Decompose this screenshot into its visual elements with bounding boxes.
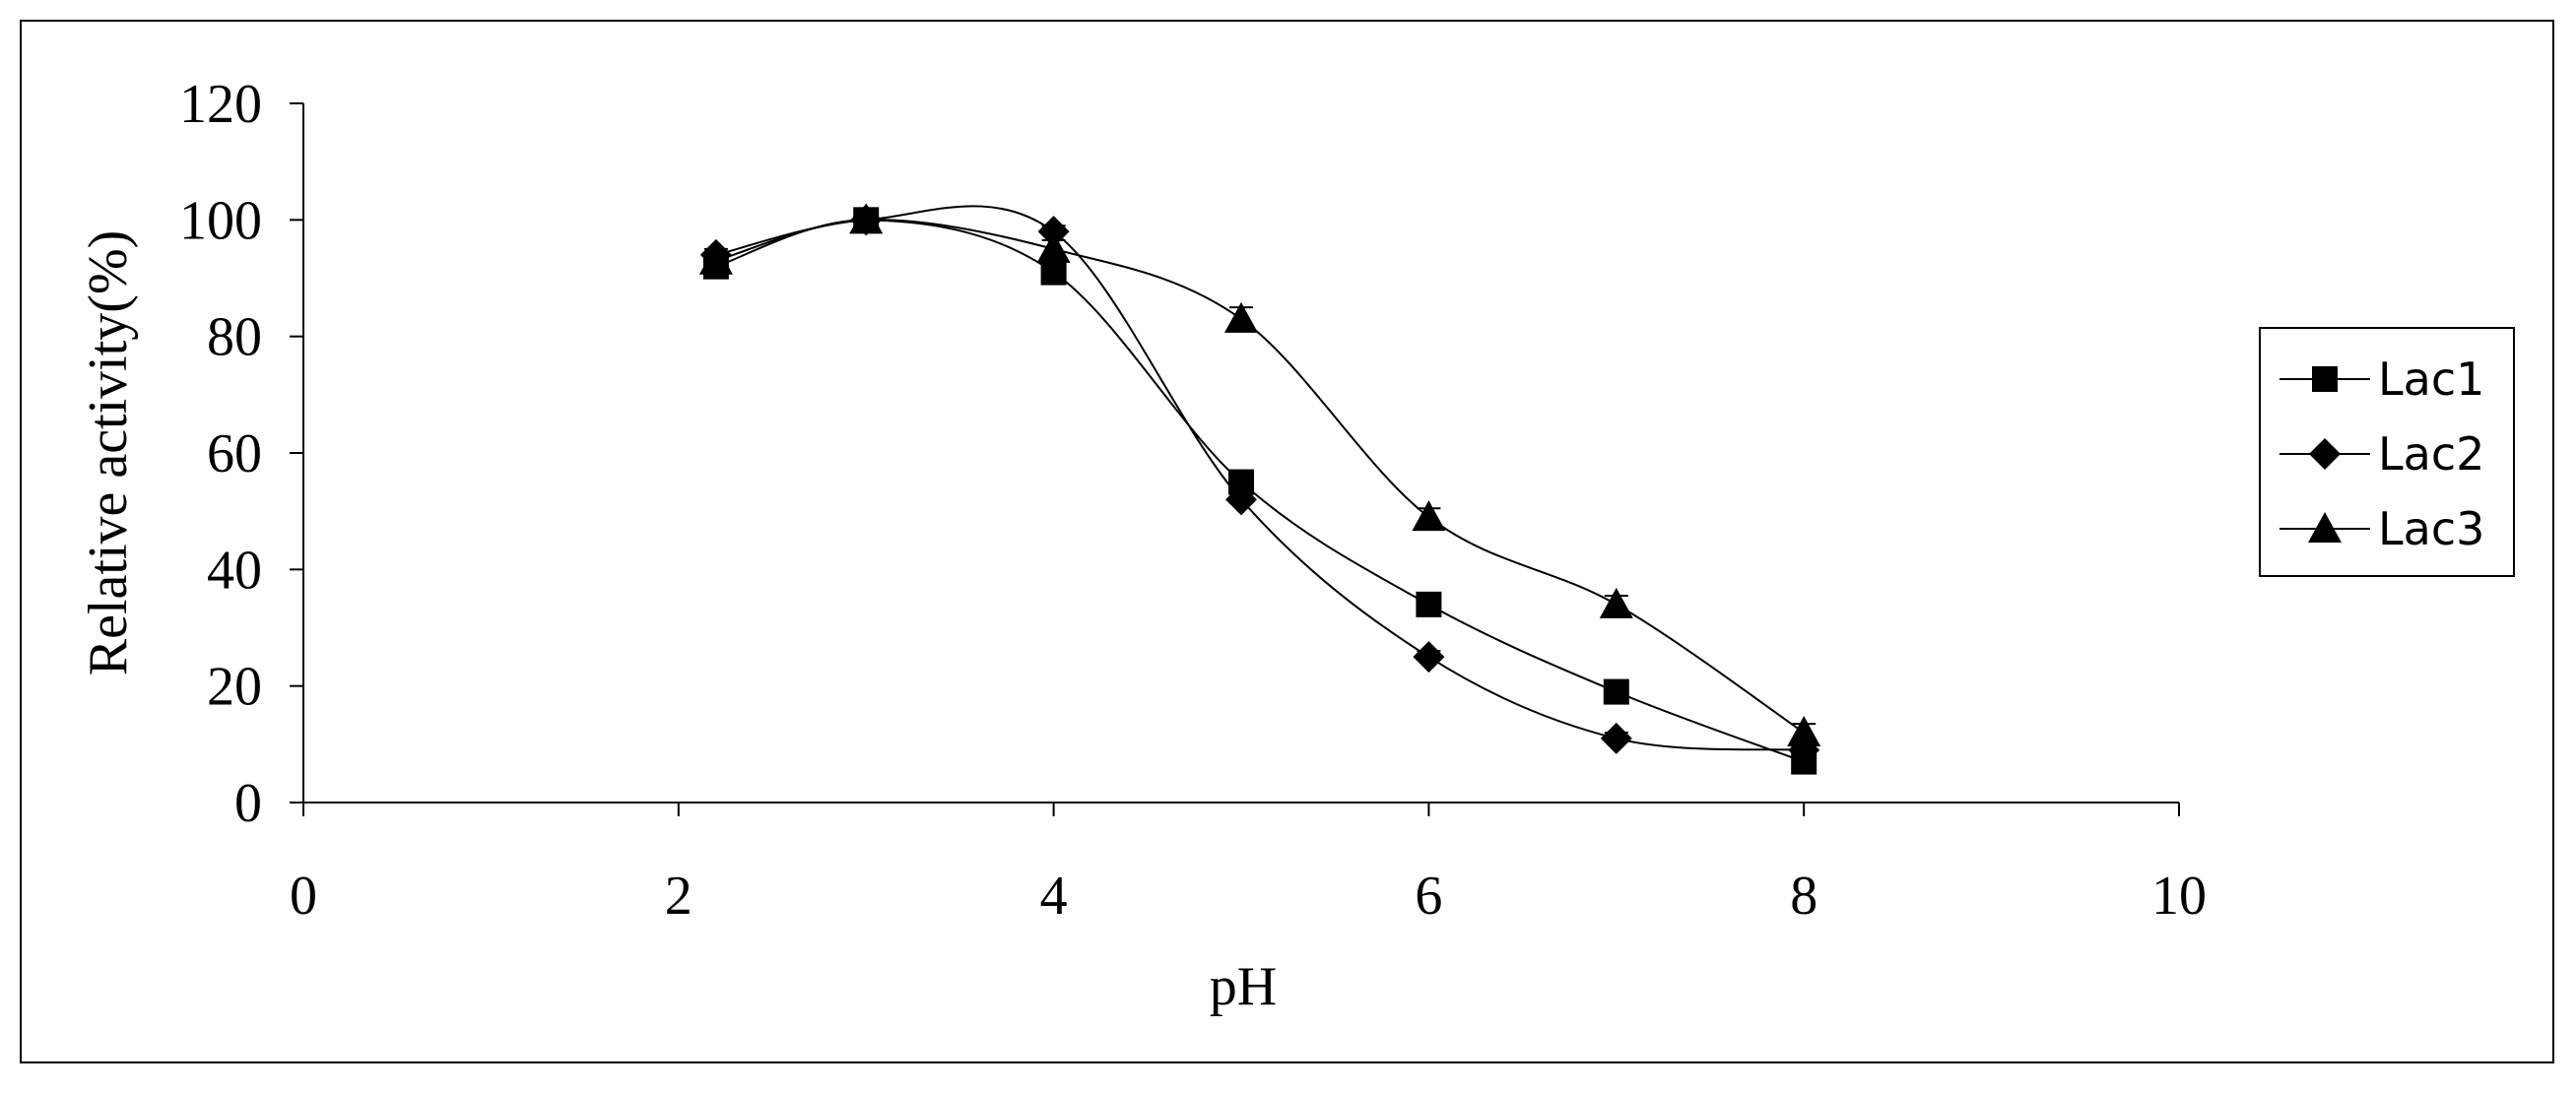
y-tick-label: 40 — [207, 540, 262, 601]
chart-frame — [20, 20, 2554, 1063]
data-point — [1600, 722, 1632, 754]
series-lac1 — [702, 207, 1817, 775]
legend-marker — [2309, 438, 2341, 470]
series-line — [715, 205, 1805, 751]
axes — [302, 103, 2179, 804]
y-tick-label: 80 — [207, 307, 262, 368]
data-point — [1040, 259, 1067, 286]
x-tick-label: 2 — [665, 866, 693, 927]
y-tick-label: 120 — [179, 74, 262, 135]
data-point — [1787, 716, 1821, 746]
y-axis-title: Relative activity(%) — [78, 230, 139, 675]
data-point — [1225, 483, 1257, 516]
data-point — [1603, 678, 1629, 705]
x-axis-title: pH — [1210, 956, 1277, 1017]
legend-marker — [2312, 366, 2338, 392]
data-point — [698, 243, 733, 275]
y-ticks: 0 20 40 60 80 100 120 — [179, 74, 303, 834]
x-ticks: 0 2 4 6 8 10 — [290, 803, 2207, 927]
legend-item-lac2: Lac2 — [2279, 427, 2484, 481]
series-line — [715, 219, 1805, 763]
legend: Lac1 Lac2 Lac3 — [2259, 327, 2515, 577]
data-point — [1416, 591, 1442, 617]
series-lac3 — [698, 203, 1821, 746]
series-line — [715, 219, 1805, 734]
legend-label: Lac1 — [2378, 353, 2484, 406]
legend-box — [2259, 327, 2515, 577]
data-point — [849, 203, 884, 234]
legend-item-lac1: Lac1 — [2279, 353, 2484, 406]
data-point — [1599, 587, 1633, 618]
series-layer — [698, 203, 1821, 775]
x-tick-label: 10 — [2151, 866, 2207, 927]
x-tick-label: 0 — [290, 866, 317, 927]
x-tick-label: 6 — [1415, 866, 1442, 927]
legend-label: Lac2 — [2378, 427, 2484, 481]
data-point — [1413, 641, 1445, 674]
data-point — [1412, 500, 1446, 532]
y-tick-label: 100 — [179, 190, 262, 251]
legend-item-lac3: Lac3 — [2279, 502, 2484, 555]
legend-label: Lac3 — [2378, 502, 2484, 555]
y-tick-label: 20 — [207, 657, 262, 718]
y-tick-label: 60 — [207, 423, 262, 484]
legend-marker — [2308, 512, 2342, 543]
x-tick-label: 4 — [1040, 866, 1068, 927]
x-tick-label: 8 — [1790, 866, 1817, 927]
data-point — [1036, 231, 1071, 263]
series-lac2 — [699, 204, 1820, 766]
data-point — [1224, 301, 1258, 333]
y-tick-label: 0 — [234, 773, 262, 834]
